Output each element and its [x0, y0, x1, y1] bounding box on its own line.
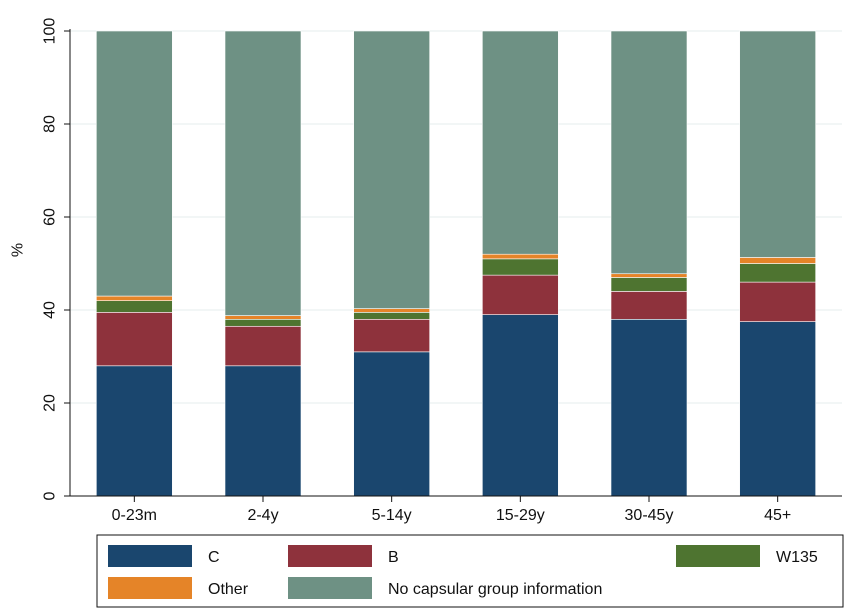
- bar-segment-other: [96, 295, 173, 301]
- bar-segment-no-capsular-group-information: [739, 30, 816, 258]
- legend-label: C: [208, 549, 220, 566]
- bar-segment-c: [610, 318, 688, 497]
- legend: C B W135 Other No capsular group information: [96, 534, 844, 608]
- bar-segment-w135: [482, 258, 559, 276]
- bar-segment-b: [96, 312, 173, 367]
- x-axis: 0-23m 2-4y 5-14y 15-29y 30-45y 45+: [70, 495, 842, 524]
- bar-segment-w135: [739, 263, 816, 283]
- bar-segment-w135: [224, 318, 302, 327]
- bar-segment-b: [610, 291, 688, 320]
- bar-segment-no-capsular-group-information: [96, 30, 173, 297]
- bar-segment-other: [224, 315, 302, 320]
- bar-segment-c: [96, 365, 173, 497]
- bar-segment-other: [482, 253, 559, 260]
- legend-swatch: [108, 577, 192, 599]
- bar-segment-no-capsular-group-information: [353, 30, 430, 309]
- bar-segment-b: [739, 281, 816, 322]
- y-tick-label: 100: [42, 18, 59, 45]
- bar-segment-c: [224, 365, 302, 497]
- bar-segment-b: [224, 325, 302, 367]
- bar-segment-w135: [96, 300, 173, 313]
- bar-segment-other: [610, 273, 688, 278]
- y-axis-label: %: [10, 243, 27, 257]
- bar-segment-w135: [610, 277, 688, 292]
- legend-label: No capsular group information: [388, 581, 602, 598]
- bar-segment-c: [353, 351, 430, 497]
- legend-label: W135: [776, 549, 818, 566]
- bar-segment-other: [353, 308, 430, 313]
- legend-swatch: [676, 545, 760, 567]
- bar-segment-no-capsular-group-information: [610, 30, 688, 275]
- x-tick-label: 15-29y: [496, 507, 545, 524]
- bar-segment-other: [739, 257, 816, 264]
- legend-swatch: [288, 545, 372, 567]
- y-tick-label: 80: [42, 115, 59, 133]
- legend-swatch: [288, 577, 372, 599]
- gridlines: [70, 30, 842, 404]
- bar-segment-no-capsular-group-information: [224, 30, 302, 316]
- bars: [96, 30, 816, 497]
- y-tick-label: 60: [42, 208, 59, 226]
- bar-segment-c: [482, 314, 559, 497]
- x-tick-label: 2-4y: [247, 507, 278, 524]
- legend-swatch: [108, 545, 192, 567]
- y-tick-label: 40: [42, 301, 59, 319]
- x-tick-label: 5-14y: [372, 507, 412, 524]
- bar-segment-b: [482, 274, 559, 315]
- x-tick-label: 45+: [764, 507, 791, 524]
- bar-segment-no-capsular-group-information: [482, 30, 559, 255]
- y-tick-label: 20: [42, 394, 59, 412]
- bar-segment-b: [353, 318, 430, 353]
- x-tick-label: 30-45y: [625, 507, 674, 524]
- y-tick-label: 0: [42, 491, 59, 500]
- bar-segment-w135: [353, 312, 430, 320]
- legend-label: Other: [208, 581, 249, 598]
- x-tick-label: 0-23m: [112, 507, 157, 524]
- legend-label: B: [388, 549, 399, 566]
- y-axis: 0 20 40 60 80 100: [42, 18, 71, 500]
- bar-segment-c: [739, 321, 816, 497]
